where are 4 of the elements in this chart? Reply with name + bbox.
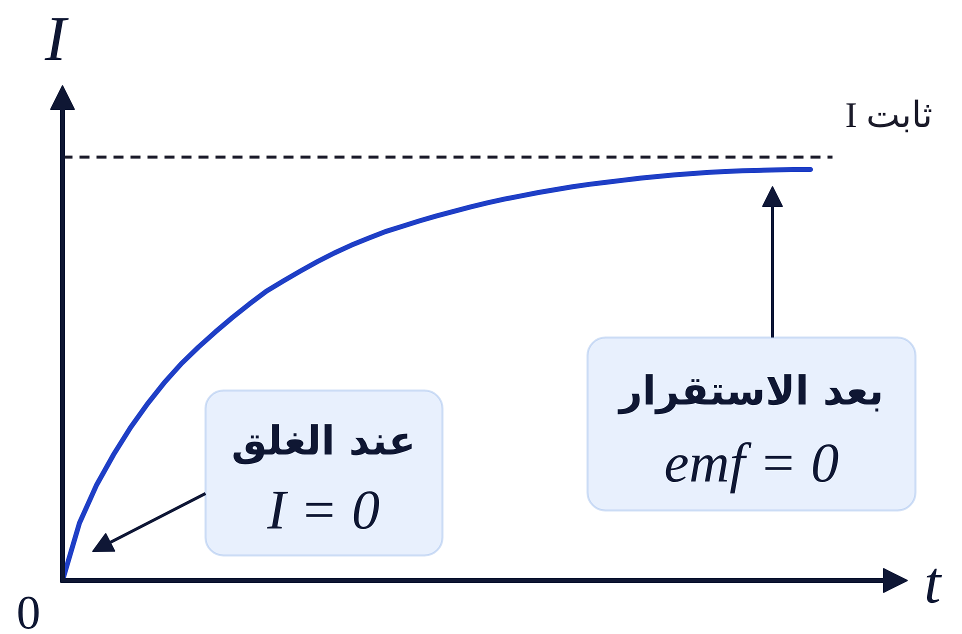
y-axis-title: I (44, 3, 69, 74)
x-axis-title: t (924, 550, 942, 616)
text: 0 (16, 586, 40, 634)
ref-line-label: I ثابت (845, 95, 933, 136)
